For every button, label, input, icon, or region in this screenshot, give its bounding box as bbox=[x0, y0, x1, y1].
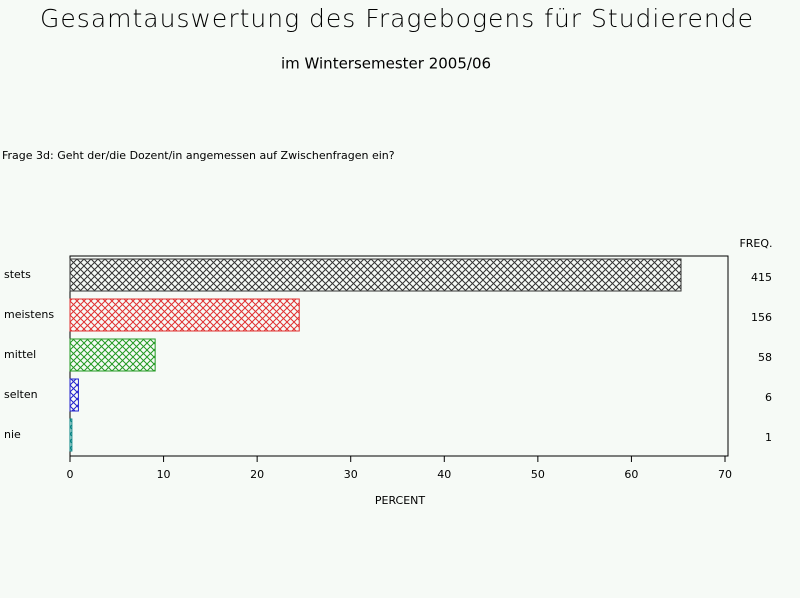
x-axis-label: PERCENT bbox=[375, 494, 426, 507]
y-tick-label: meistens bbox=[4, 308, 54, 321]
chart-title: Gesamtauswertung des Fragebogens für Stu… bbox=[40, 4, 754, 33]
bar bbox=[69, 338, 156, 372]
y-tick-label: stets bbox=[4, 268, 31, 281]
y-tick-label: nie bbox=[4, 428, 21, 441]
x-tick-label: 10 bbox=[157, 468, 171, 481]
chart-subtitle: im Wintersemester 2005/06 bbox=[281, 55, 491, 73]
bar bbox=[69, 378, 79, 412]
x-tick-label: 70 bbox=[718, 468, 732, 481]
y-tick-label: mittel bbox=[4, 348, 36, 361]
bar bbox=[69, 298, 300, 332]
y-tick-label: selten bbox=[4, 388, 38, 401]
freq-value: 58 bbox=[758, 351, 772, 364]
x-tick-label: 50 bbox=[531, 468, 545, 481]
freq-value: 156 bbox=[751, 311, 772, 324]
x-tick-label: 20 bbox=[250, 468, 264, 481]
x-tick-label: 30 bbox=[344, 468, 358, 481]
freq-value: 1 bbox=[765, 431, 772, 444]
bar bbox=[69, 418, 73, 452]
question: Frage 3d: Geht der/die Dozent/in angemes… bbox=[2, 149, 395, 162]
x-tick-label: 0 bbox=[67, 468, 74, 481]
freq-value: 415 bbox=[751, 271, 772, 284]
x-tick-label: 60 bbox=[624, 468, 638, 481]
bar bbox=[69, 258, 682, 292]
freq-header: FREQ. bbox=[739, 237, 772, 250]
freq-value: 6 bbox=[765, 391, 772, 404]
x-tick-label: 40 bbox=[437, 468, 451, 481]
